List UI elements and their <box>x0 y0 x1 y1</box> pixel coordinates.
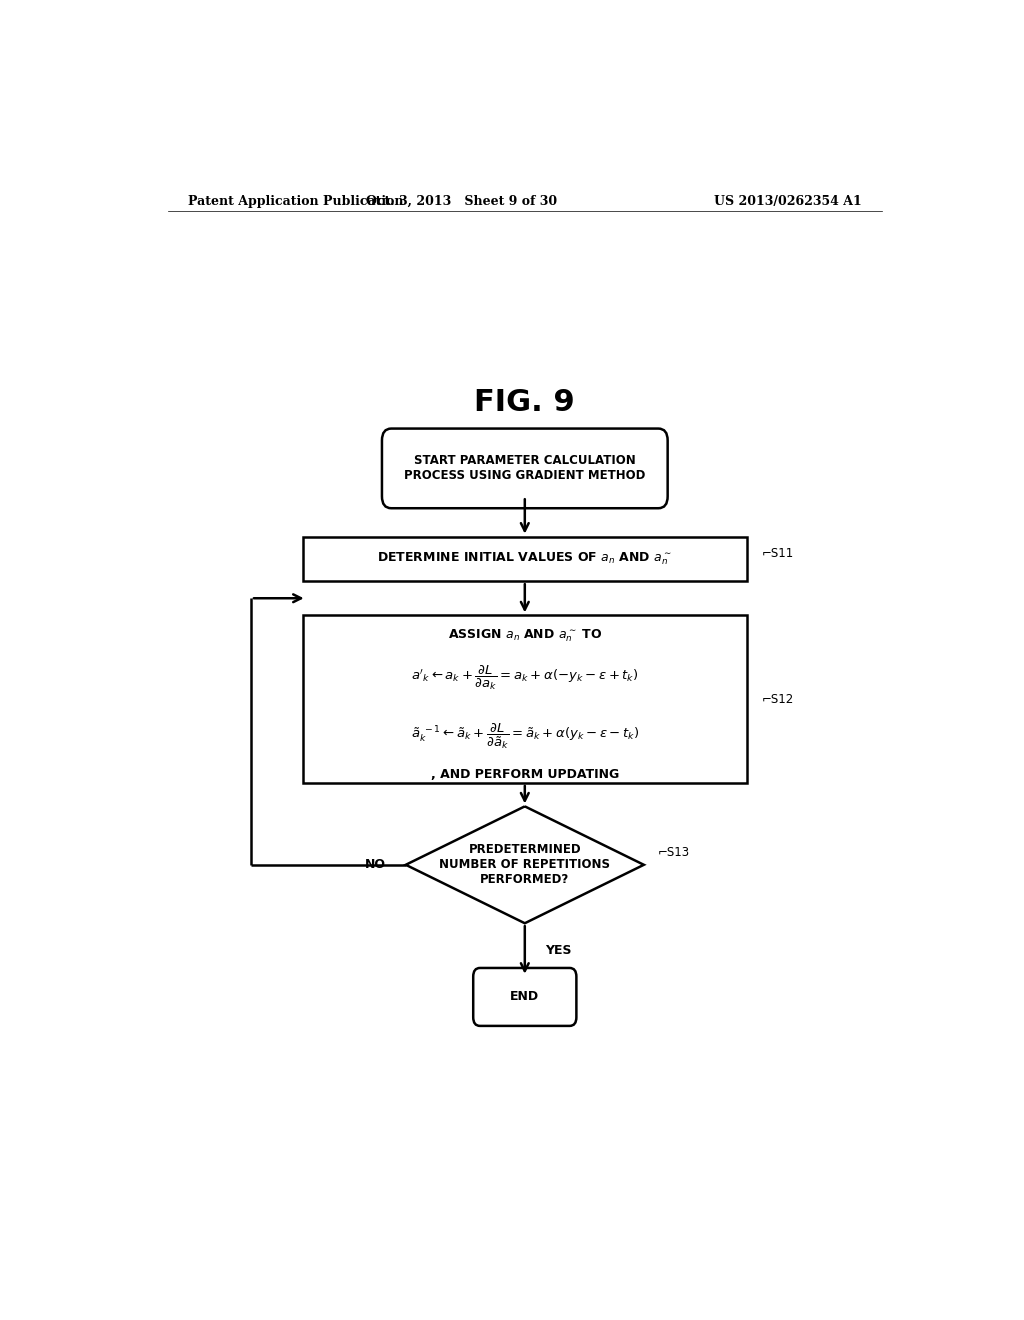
Text: ASSIGN $a_n$ AND $a_n^{\sim}$ TO: ASSIGN $a_n$ AND $a_n^{\sim}$ TO <box>447 627 602 644</box>
Text: END: END <box>510 990 540 1003</box>
Text: US 2013/0262354 A1: US 2013/0262354 A1 <box>715 194 862 207</box>
Text: DETERMINE INITIAL VALUES OF $a_n$ AND $a_n^{\sim}$: DETERMINE INITIAL VALUES OF $a_n$ AND $a… <box>377 550 673 568</box>
FancyBboxPatch shape <box>473 968 577 1026</box>
Text: PREDETERMINED
NUMBER OF REPETITIONS
PERFORMED?: PREDETERMINED NUMBER OF REPETITIONS PERF… <box>439 843 610 886</box>
Text: START PARAMETER CALCULATION
PROCESS USING GRADIENT METHOD: START PARAMETER CALCULATION PROCESS USIN… <box>404 454 645 482</box>
Text: ⌐S13: ⌐S13 <box>658 846 690 859</box>
Text: $a'_k \leftarrow a_k + \dfrac{\partial L}{\partial a_k} = a_k + \alpha(-y_k - \v: $a'_k \leftarrow a_k + \dfrac{\partial L… <box>411 664 639 693</box>
Bar <box>303 615 748 783</box>
Text: FIG. 9: FIG. 9 <box>474 388 575 417</box>
FancyBboxPatch shape <box>382 429 668 508</box>
Text: , AND PERFORM UPDATING: , AND PERFORM UPDATING <box>431 768 618 781</box>
Text: NO: NO <box>365 858 386 871</box>
Bar <box>303 536 748 581</box>
Text: Patent Application Publication: Patent Application Publication <box>187 194 403 207</box>
Text: YES: YES <box>545 944 571 957</box>
Text: Oct. 3, 2013   Sheet 9 of 30: Oct. 3, 2013 Sheet 9 of 30 <box>366 194 557 207</box>
Text: $\tilde{a}_k^{\ -1} \leftarrow \tilde{a}_k + \dfrac{\partial L}{\partial \tilde{: $\tilde{a}_k^{\ -1} \leftarrow \tilde{a}… <box>411 721 639 751</box>
Text: ⌐S12: ⌐S12 <box>761 693 794 706</box>
Text: ⌐S11: ⌐S11 <box>761 548 794 560</box>
